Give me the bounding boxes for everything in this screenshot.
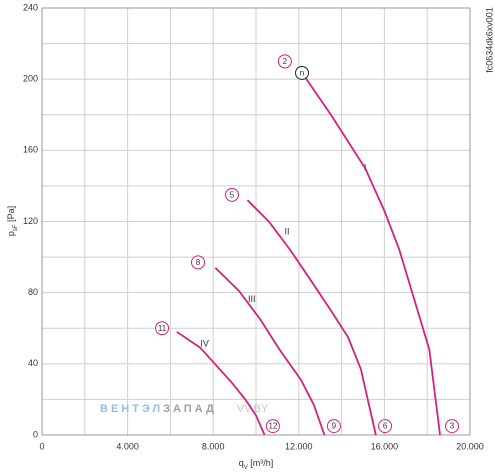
- watermark-c: VV.BY: [237, 403, 269, 415]
- operating-point: [378, 419, 393, 434]
- operating-point: [265, 419, 280, 434]
- operating-point: [295, 65, 310, 80]
- x-label-main: q: [239, 458, 244, 468]
- chart-code: fc0634dk6xv001: [484, 7, 494, 73]
- y-tick-label: 80: [28, 287, 38, 297]
- watermark-b: ЗАПАД: [163, 403, 217, 415]
- curve-label: I: [364, 163, 367, 173]
- curve-label: III: [248, 294, 256, 304]
- operating-point-label: 3: [450, 422, 455, 431]
- operating-point-label: 11: [158, 324, 167, 333]
- y-label-sub: sF: [13, 224, 19, 231]
- operating-point-label: 2: [283, 57, 288, 66]
- operating-point: [225, 187, 240, 202]
- y-tick-label: 160: [23, 145, 38, 155]
- x-tick-label: 4.000: [116, 441, 139, 451]
- curve-label: IV: [200, 339, 209, 349]
- x-tick-label: 0: [39, 441, 44, 451]
- x-axis-label: qV [m³/h]: [239, 458, 274, 470]
- watermark-a: ВЕНТЭЛ: [100, 403, 163, 415]
- x-tick-label: 20.000: [456, 441, 484, 451]
- operating-point-label: n: [300, 69, 304, 78]
- y-label-main: p: [6, 231, 16, 236]
- operating-point-label: 9: [332, 422, 337, 431]
- y-tick-label: 120: [23, 216, 38, 226]
- grid: [41, 7, 471, 436]
- operating-point-label: 5: [230, 190, 235, 199]
- fan-curve: [246, 199, 377, 436]
- y-tick-label: 200: [23, 74, 38, 84]
- operating-point: [445, 419, 460, 434]
- fan-curve: [214, 267, 326, 436]
- x-label-sub: V: [244, 465, 248, 471]
- operating-point-label: 6: [383, 422, 388, 431]
- plot-frame: [41, 7, 471, 436]
- y-tick-label: 40: [28, 358, 38, 368]
- x-tick-label: 12.000: [285, 441, 313, 451]
- operating-point: [326, 419, 341, 434]
- operating-point: [191, 255, 206, 270]
- y-tick-label: 0: [33, 429, 38, 439]
- y-axis-label: psF [Pa]: [6, 206, 18, 236]
- curve-label: II: [285, 227, 290, 237]
- x-label-unit: [m³/h]: [248, 458, 274, 468]
- operating-point: [155, 321, 170, 336]
- x-tick-label: 16.000: [371, 441, 399, 451]
- fan-curve: [176, 331, 266, 436]
- y-tick-label: 240: [23, 2, 38, 12]
- fan-curve: [304, 76, 441, 436]
- watermark: ВЕНТЭЛЗАПАД VV.BY: [100, 403, 269, 415]
- operating-point-label: 8: [196, 258, 201, 267]
- operating-point: [277, 54, 292, 69]
- x-tick-label: 8.000: [202, 441, 225, 451]
- operating-point-label: 12: [268, 422, 277, 431]
- y-label-unit: [Pa]: [6, 206, 16, 225]
